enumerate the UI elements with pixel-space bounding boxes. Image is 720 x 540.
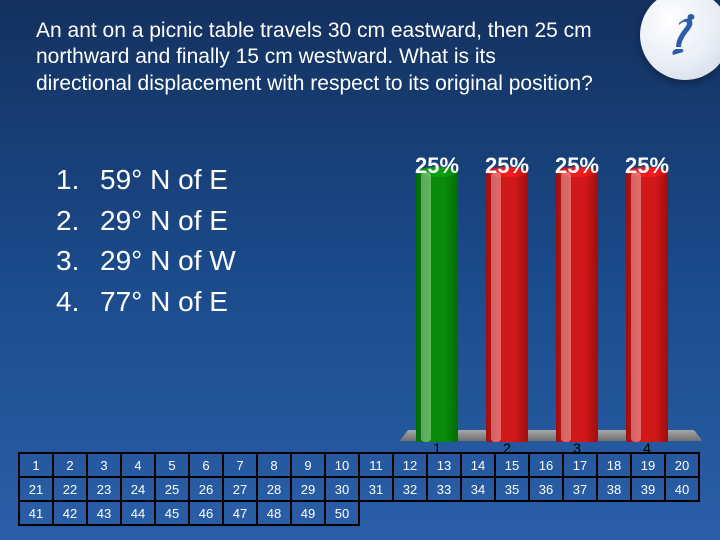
answer-number: 1. (56, 160, 100, 201)
grid-cell[interactable]: 49 (291, 501, 325, 525)
grid-cell[interactable]: 45 (155, 501, 189, 525)
grid-cell[interactable]: 35 (495, 477, 529, 501)
grid-cell[interactable]: 46 (189, 501, 223, 525)
grid-cell[interactable]: 33 (427, 477, 461, 501)
grid-cell[interactable]: 20 (665, 453, 699, 477)
grid-cell[interactable]: 2 (53, 453, 87, 477)
grid-cell (427, 501, 461, 525)
grid-cell[interactable]: 3 (87, 453, 121, 477)
grid-cell[interactable]: 43 (87, 501, 121, 525)
grid-cell[interactable]: 9 (291, 453, 325, 477)
grid-cell[interactable]: 4 (121, 453, 155, 477)
grid-cell[interactable]: 37 (563, 477, 597, 501)
grid-cell (631, 501, 665, 525)
grid-cell[interactable]: 44 (121, 501, 155, 525)
grid-cell[interactable]: 18 (597, 453, 631, 477)
grid-cell[interactable]: 29 (291, 477, 325, 501)
chart-pct-label: 25% (546, 153, 608, 179)
grid-cell[interactable]: 27 (223, 477, 257, 501)
answer-row[interactable]: 3.29° N of W (56, 241, 236, 282)
grid-cell[interactable]: 15 (495, 453, 529, 477)
answer-row[interactable]: 4.77° N of E (56, 282, 236, 323)
grid-cell (563, 501, 597, 525)
grid-cell[interactable]: 38 (597, 477, 631, 501)
answer-text: 59° N of E (100, 160, 228, 201)
grid-cell (665, 501, 699, 525)
grid-cell[interactable]: 7 (223, 453, 257, 477)
grid-cell[interactable]: 19 (631, 453, 665, 477)
chart-pct-label: 25% (616, 153, 678, 179)
grid-cell[interactable]: 17 (563, 453, 597, 477)
answer-text: 29° N of E (100, 201, 228, 242)
answer-text: 77° N of E (100, 282, 228, 323)
answer-number: 4. (56, 282, 100, 323)
question-text: An ant on a picnic table travels 30 cm e… (36, 18, 596, 97)
grid-cell[interactable]: 12 (393, 453, 427, 477)
grid-cell[interactable]: 48 (257, 501, 291, 525)
grid-cell[interactable]: 50 (325, 501, 359, 525)
chart-bar (626, 172, 668, 442)
grid-cell[interactable]: 23 (87, 477, 121, 501)
grid-cell[interactable]: 32 (393, 477, 427, 501)
grid-cell[interactable]: 31 (359, 477, 393, 501)
chart-bar (556, 172, 598, 442)
grid-cell[interactable]: 5 (155, 453, 189, 477)
grid-cell (597, 501, 631, 525)
grid-cell[interactable]: 41 (19, 501, 53, 525)
grid-cell[interactable]: 34 (461, 477, 495, 501)
chart-pct-label: 25% (406, 153, 468, 179)
grid-cell (529, 501, 563, 525)
answer-list: 1.59° N of E2.29° N of E3.29° N of W4.77… (56, 160, 236, 322)
answer-row[interactable]: 2.29° N of E (56, 201, 236, 242)
grid-cell[interactable]: 14 (461, 453, 495, 477)
grid-cell[interactable]: 42 (53, 501, 87, 525)
grid-cell[interactable]: 24 (121, 477, 155, 501)
chart-pct-label: 25% (476, 153, 538, 179)
grid-cell[interactable]: 6 (189, 453, 223, 477)
responder-grid: 1234567891011121314151617181920212223242… (18, 452, 700, 526)
grid-cell[interactable]: 8 (257, 453, 291, 477)
logo-badge (640, 0, 720, 80)
grid-cell[interactable]: 10 (325, 453, 359, 477)
grid-cell[interactable]: 40 (665, 477, 699, 501)
grid-cell (461, 501, 495, 525)
answer-number: 2. (56, 201, 100, 242)
grid-cell[interactable]: 39 (631, 477, 665, 501)
response-bar-chart: 25%125%225%325%4 (408, 155, 694, 450)
answer-row[interactable]: 1.59° N of E (56, 160, 236, 201)
grid-cell (359, 501, 393, 525)
chart-bar (486, 172, 528, 442)
info-i-icon (661, 11, 709, 59)
grid-cell[interactable]: 36 (529, 477, 563, 501)
grid-cell[interactable]: 26 (189, 477, 223, 501)
grid-cell[interactable]: 47 (223, 501, 257, 525)
grid-cell (393, 501, 427, 525)
grid-cell[interactable]: 13 (427, 453, 461, 477)
grid-cell[interactable]: 30 (325, 477, 359, 501)
grid-cell[interactable]: 25 (155, 477, 189, 501)
chart-bar (416, 172, 458, 442)
grid-cell[interactable]: 22 (53, 477, 87, 501)
grid-cell (495, 501, 529, 525)
answer-number: 3. (56, 241, 100, 282)
grid-cell[interactable]: 11 (359, 453, 393, 477)
grid-cell[interactable]: 21 (19, 477, 53, 501)
grid-cell[interactable]: 1 (19, 453, 53, 477)
answer-text: 29° N of W (100, 241, 236, 282)
grid-cell[interactable]: 16 (529, 453, 563, 477)
grid-cell[interactable]: 28 (257, 477, 291, 501)
